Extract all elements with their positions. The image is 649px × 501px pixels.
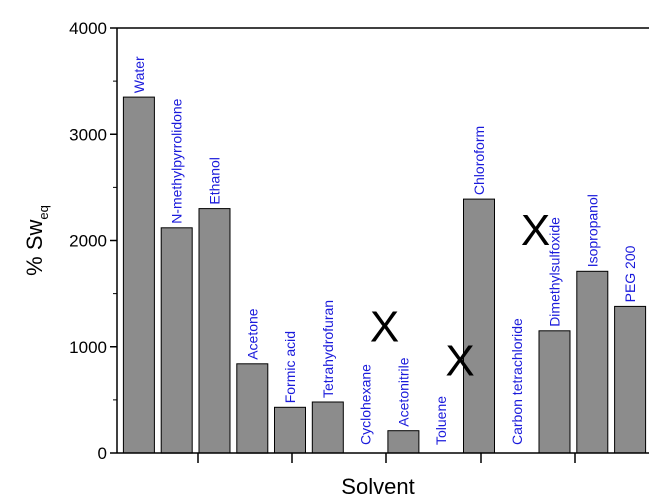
- bar-labels-group: Water N-methylpyrrolidone Ethanol Acetone Fo…: [131, 56, 638, 445]
- bar-4: [274, 406, 306, 454]
- bar-label-11: Dimethylsulfoxide: [547, 217, 563, 327]
- bar-11: [538, 330, 571, 454]
- bar-13: [614, 305, 647, 454]
- bar-12: [576, 270, 609, 454]
- missing-marker-8: X: [445, 337, 474, 386]
- bar-5: [311, 401, 344, 454]
- bar-label-0: Water: [131, 56, 147, 93]
- bar-7: [387, 430, 420, 454]
- bars-group: [122, 96, 647, 454]
- y-tick-label-4: 4000: [69, 19, 107, 38]
- bar-2: [198, 208, 231, 454]
- bar-3: [236, 363, 269, 454]
- bar-1: [160, 227, 193, 454]
- y-ticks-group: 0 1000 2000 3000 4000: [69, 19, 117, 463]
- y-axis-title: % Sweq: [22, 205, 51, 276]
- bar-label-6: Cyclohexane: [358, 364, 374, 445]
- bar-label-5: Tetrahydrofuran: [320, 300, 336, 398]
- bar-label-2: Ethanol: [207, 157, 223, 204]
- bar-label-4: Formic acid: [282, 331, 298, 403]
- y-tick-label-1: 1000: [69, 338, 107, 357]
- y-axis-title-subscript: eq: [36, 205, 51, 219]
- missing-markers-group: XXX: [370, 206, 550, 386]
- bar-label-8: Toluene: [433, 396, 449, 445]
- bar-label-10: Carbon tetrachloride: [509, 318, 525, 445]
- bar-label-7: Acetonitrile: [395, 357, 411, 426]
- bar-0: [122, 96, 155, 454]
- y-tick-label-3: 3000: [69, 125, 107, 144]
- missing-marker-6: X: [370, 303, 399, 352]
- bar-label-9: Chloroform: [471, 126, 487, 195]
- y-axis-title-main: % Sw: [22, 220, 47, 276]
- bar-label-3: Acetone: [244, 308, 260, 360]
- bar-label-12: Isopropanol: [584, 194, 600, 267]
- bar-label-13: PEG 200: [622, 245, 638, 302]
- bar-9: [463, 198, 495, 454]
- y-tick-label-2: 2000: [69, 232, 107, 251]
- x-axis-title: Solvent: [341, 474, 414, 499]
- bar-label-1: N-methylpyrrolidone: [169, 98, 185, 223]
- missing-marker-10: X: [521, 206, 550, 255]
- y-tick-label-0: 0: [98, 444, 107, 463]
